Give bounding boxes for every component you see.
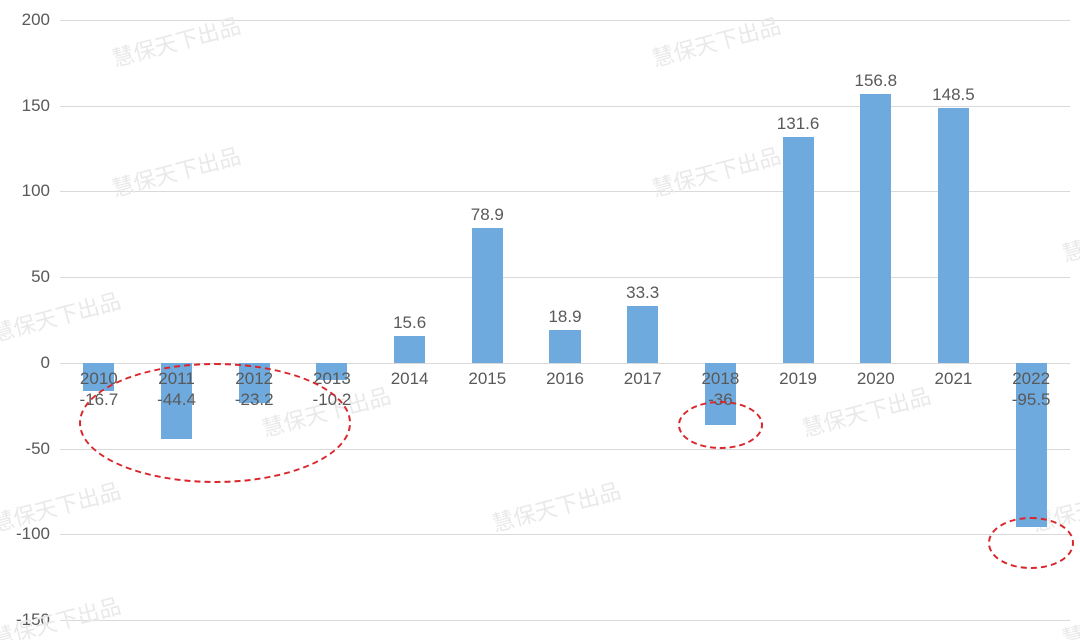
watermark: 慧保天下出品 [648, 138, 784, 203]
watermark: 慧保天下出品 [108, 138, 244, 203]
y-tick-label: 100 [0, 181, 50, 201]
y-tick-label: -150 [0, 610, 50, 630]
value-label: -95.5 [1012, 390, 1051, 410]
y-tick-label: -100 [0, 524, 50, 544]
highlight-ellipse [988, 517, 1073, 568]
x-tick-label: 2016 [546, 369, 584, 389]
gridline [60, 534, 1070, 535]
bar [472, 228, 503, 363]
bar [783, 137, 814, 363]
watermark: 慧保天下出品 [108, 8, 244, 73]
x-tick-label: 2014 [391, 369, 429, 389]
bar [938, 108, 969, 363]
x-tick-label: 2018 [701, 369, 739, 389]
bar [860, 94, 891, 363]
x-tick-label: 2022 [1012, 369, 1050, 389]
bar [394, 336, 425, 363]
value-label: 15.6 [393, 313, 426, 333]
x-tick-label: 2020 [857, 369, 895, 389]
value-label: 156.8 [854, 71, 897, 91]
x-tick-label: 2015 [468, 369, 506, 389]
y-tick-label: 200 [0, 10, 50, 30]
y-tick-label: -50 [0, 439, 50, 459]
highlight-ellipse [79, 363, 351, 483]
watermark: 慧保天下出品 [648, 8, 784, 73]
watermark: 慧保天下出品 [488, 473, 624, 538]
watermark: 慧保天下出品 [0, 283, 124, 348]
value-label: 78.9 [471, 205, 504, 225]
y-tick-label: 50 [0, 267, 50, 287]
x-tick-label: 2017 [624, 369, 662, 389]
value-label: 18.9 [548, 307, 581, 327]
gridline [60, 191, 1070, 192]
x-tick-label: 2021 [935, 369, 973, 389]
watermark: 慧保天下出品 [1058, 203, 1080, 268]
bar [549, 330, 580, 362]
bar [627, 306, 658, 363]
x-tick-label: 2019 [779, 369, 817, 389]
value-label: 131.6 [777, 114, 820, 134]
y-tick-label: 0 [0, 353, 50, 373]
value-label: 33.3 [626, 283, 659, 303]
value-label: 148.5 [932, 85, 975, 105]
gridline [60, 620, 1070, 621]
gridline [60, 106, 1070, 107]
highlight-ellipse [678, 401, 763, 449]
gridline [60, 277, 1070, 278]
watermark: 慧保天下出品 [1058, 588, 1080, 640]
y-tick-label: 150 [0, 96, 50, 116]
gridline [60, 20, 1070, 21]
